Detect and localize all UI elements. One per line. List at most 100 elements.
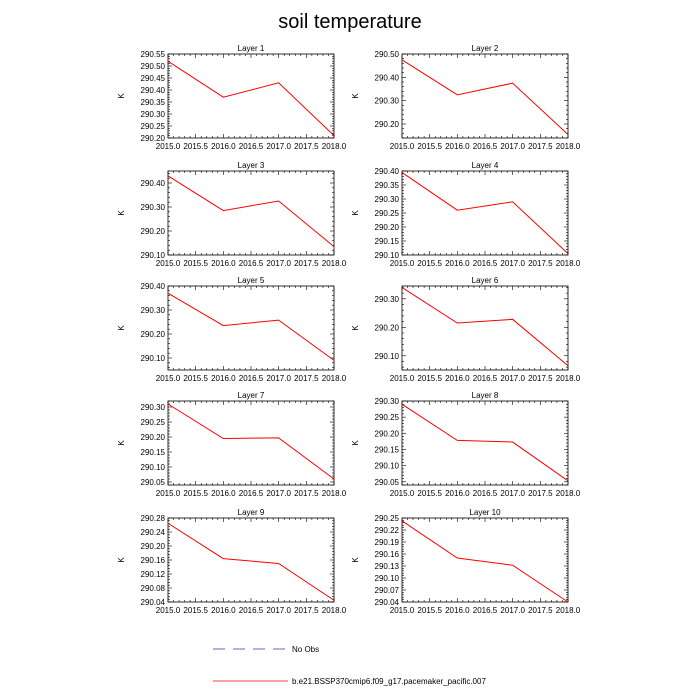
y-axis-label: K	[351, 557, 360, 563]
y-tick-label: 290.05	[375, 478, 400, 487]
y-tick-label: 290.08	[141, 584, 166, 593]
x-tick-label: 2015.5	[417, 374, 442, 383]
panel-title: Layer 7	[238, 391, 265, 400]
x-tick-label: 2016.0	[445, 142, 470, 151]
x-tick-label: 2017.0	[500, 606, 525, 615]
x-tick-label: 2017.5	[528, 489, 553, 498]
x-tick-label: 2016.5	[473, 374, 498, 383]
x-tick-label: 2015.0	[156, 259, 181, 268]
x-tick-label: 2018.0	[556, 142, 581, 151]
y-tick-label: 290.20	[375, 120, 400, 129]
x-tick-label: 2016.5	[473, 142, 498, 151]
panel-title: Layer 6	[472, 276, 499, 285]
x-tick-label: 2015.0	[156, 142, 181, 151]
x-tick-label: 2015.5	[183, 142, 208, 151]
x-tick-label: 2017.5	[294, 606, 319, 615]
x-tick-label: 2018.0	[556, 606, 581, 615]
x-tick-label: 2015.0	[390, 489, 415, 498]
plot-frame	[401, 285, 569, 371]
x-tick-label: 2017.5	[528, 606, 553, 615]
series-line	[401, 59, 569, 135]
x-tick-label: 2015.0	[156, 489, 181, 498]
y-tick-label: 290.15	[375, 445, 400, 454]
x-tick-label: 2015.0	[390, 606, 415, 615]
x-tick-label: 2017.0	[500, 142, 525, 151]
x-tick-label: 2018.0	[556, 374, 581, 383]
x-tick-label: 2017.5	[294, 142, 319, 151]
x-tick-label: 2016.0	[445, 489, 470, 498]
y-tick-label: 290.30	[141, 110, 166, 119]
y-tick-label: 290.25	[141, 122, 166, 131]
y-tick-label: 290.10	[375, 251, 400, 260]
y-tick-label: 290.40	[141, 179, 166, 188]
plot-frame	[167, 170, 335, 256]
y-tick-label: 290.30	[375, 295, 400, 304]
x-tick-label: 2017.0	[500, 489, 525, 498]
y-tick-label: 290.45	[141, 74, 166, 83]
y-axis-label: K	[117, 440, 126, 446]
y-tick-label: 290.25	[375, 514, 400, 523]
x-tick-label: 2017.0	[500, 259, 525, 268]
y-tick-label: 290.20	[375, 223, 400, 232]
y-tick-label: 290.20	[141, 542, 166, 551]
y-tick-label: 290.10	[375, 352, 400, 361]
x-tick-label: 2018.0	[556, 489, 581, 498]
y-axis-label: K	[351, 325, 360, 331]
y-tick-label: 290.24	[141, 528, 166, 537]
series-line	[401, 286, 569, 367]
x-tick-label: 2015.5	[417, 259, 442, 268]
x-tick-label: 2017.0	[266, 259, 291, 268]
x-tick-label: 2016.0	[445, 259, 470, 268]
series-line	[167, 175, 335, 247]
y-tick-label: 290.20	[375, 429, 400, 438]
x-tick-label: 2016.5	[239, 259, 264, 268]
figure-title: soil temperature	[278, 11, 421, 33]
x-tick-label: 2016.0	[211, 606, 236, 615]
x-tick-label: 2015.0	[390, 142, 415, 151]
x-tick-label: 2017.0	[500, 374, 525, 383]
y-tick-label: 290.04	[141, 598, 166, 607]
legend: No Obs b.e21.BSSP370cmip6.f09_g17.pacema…	[213, 645, 486, 686]
x-tick-label: 2016.0	[211, 142, 236, 151]
plot-frame	[401, 517, 569, 603]
x-tick-label: 2016.5	[239, 489, 264, 498]
panel-title: Layer 9	[238, 508, 265, 517]
y-tick-label: 290.22	[375, 526, 400, 535]
y-tick-label: 290.50	[375, 50, 400, 59]
panel-title: Layer 2	[472, 44, 499, 53]
x-tick-label: 2016.5	[239, 142, 264, 151]
x-tick-label: 2017.5	[294, 374, 319, 383]
series-line	[167, 60, 335, 136]
y-tick-label: 290.28	[141, 514, 166, 523]
series-line	[401, 403, 569, 482]
panel-title: Layer 4	[472, 161, 499, 170]
x-tick-label: 2015.5	[417, 489, 442, 498]
y-tick-label: 290.25	[375, 413, 400, 422]
y-tick-label: 290.10	[141, 354, 166, 363]
x-tick-label: 2018.0	[322, 489, 347, 498]
y-axis-label: K	[117, 557, 126, 563]
y-tick-label: 290.30	[141, 403, 166, 412]
y-tick-label: 290.07	[375, 586, 400, 595]
y-tick-label: 290.50	[141, 62, 166, 71]
x-tick-label: 2015.0	[156, 374, 181, 383]
x-tick-label: 2017.5	[528, 259, 553, 268]
x-tick-label: 2015.5	[183, 259, 208, 268]
y-axis-label: K	[351, 210, 360, 216]
x-tick-label: 2015.0	[390, 374, 415, 383]
y-tick-label: 290.40	[141, 86, 166, 95]
x-tick-label: 2018.0	[322, 606, 347, 615]
y-tick-label: 290.30	[141, 203, 166, 212]
plot-frame	[167, 285, 335, 371]
y-tick-label: 290.30	[375, 195, 400, 204]
y-tick-label: 290.16	[141, 556, 166, 565]
x-tick-label: 2018.0	[322, 374, 347, 383]
x-tick-label: 2018.0	[322, 142, 347, 151]
series-line	[167, 522, 335, 601]
x-tick-label: 2017.0	[266, 142, 291, 151]
